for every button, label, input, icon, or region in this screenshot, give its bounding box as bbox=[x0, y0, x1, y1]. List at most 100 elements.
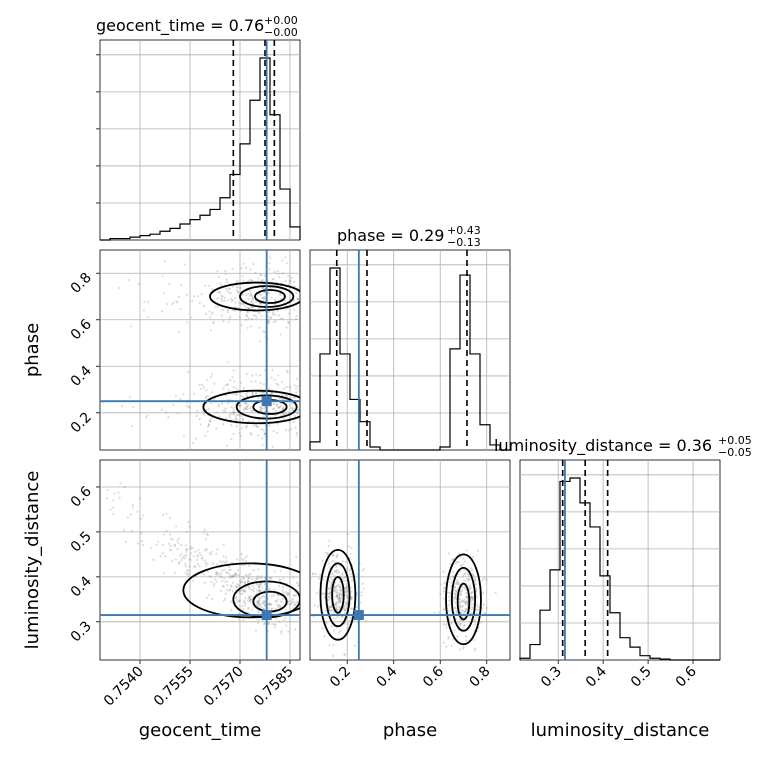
scatter-point bbox=[238, 404, 241, 407]
scatter-point bbox=[109, 508, 112, 511]
scatter-point bbox=[203, 528, 206, 531]
scatter-point bbox=[277, 605, 280, 609]
scatter-point bbox=[174, 394, 177, 397]
scatter-point bbox=[345, 588, 348, 591]
scatter-point bbox=[451, 575, 454, 578]
scatter-point bbox=[474, 578, 477, 581]
scatter-point bbox=[252, 262, 255, 266]
scatter-point bbox=[205, 378, 209, 381]
scatter-point bbox=[262, 383, 266, 386]
scatter-point bbox=[327, 586, 330, 589]
scatter-point bbox=[271, 313, 275, 316]
scatter-point bbox=[248, 595, 251, 598]
scatter-point bbox=[458, 598, 462, 601]
scatter-point bbox=[462, 600, 465, 603]
scatter-point bbox=[310, 400, 312, 402]
scatter-point bbox=[232, 369, 235, 372]
scatter-point bbox=[226, 383, 229, 386]
scatter-point bbox=[245, 315, 249, 318]
scatter-point bbox=[244, 306, 248, 310]
scatter-point bbox=[239, 403, 242, 406]
scatter-point bbox=[306, 579, 308, 581]
scatter-point bbox=[459, 564, 462, 567]
scatter-point bbox=[287, 592, 290, 595]
scatter-point bbox=[321, 389, 323, 391]
scatter-point bbox=[268, 576, 271, 579]
scatter-point bbox=[456, 580, 459, 584]
scatter-point bbox=[453, 596, 456, 599]
scatter-point bbox=[246, 394, 249, 398]
scatter-point bbox=[325, 612, 327, 614]
scatter-point bbox=[460, 611, 463, 614]
scatter-point bbox=[244, 596, 247, 599]
scatter-point bbox=[362, 567, 365, 571]
scatter-point bbox=[185, 550, 188, 553]
scatter-point bbox=[328, 595, 331, 598]
scatter-point bbox=[256, 603, 259, 606]
scatter-point bbox=[274, 623, 277, 626]
scatter-point bbox=[333, 587, 336, 591]
scatter-point bbox=[475, 608, 478, 611]
scatter-point bbox=[343, 609, 346, 612]
scatter-point bbox=[449, 585, 453, 588]
scatter-point bbox=[477, 605, 480, 608]
scatter-point bbox=[299, 411, 300, 414]
scatter-point bbox=[317, 577, 321, 580]
scatter-point bbox=[220, 294, 223, 297]
scatter-point bbox=[306, 620, 308, 622]
contour-line bbox=[319, 548, 357, 641]
scatter-point bbox=[256, 599, 259, 602]
scatter-point bbox=[48, 475, 50, 477]
scatter-point bbox=[473, 618, 477, 621]
scatter-point bbox=[282, 417, 286, 420]
scatter-point bbox=[235, 393, 239, 396]
scatter-point bbox=[317, 597, 319, 599]
scatter-point bbox=[301, 267, 303, 269]
scatter-point bbox=[260, 314, 263, 317]
scatter-point bbox=[342, 606, 345, 609]
scatter-point bbox=[232, 393, 235, 396]
scatter-point bbox=[292, 395, 295, 399]
scatter-point bbox=[338, 586, 341, 589]
scatter-point bbox=[255, 391, 258, 395]
panel-frame bbox=[99, 39, 301, 241]
scatter-point bbox=[170, 559, 174, 562]
scatter-point bbox=[333, 617, 336, 620]
scatter-point bbox=[224, 410, 227, 413]
scatter-point bbox=[259, 273, 262, 277]
scatter-point bbox=[268, 602, 271, 605]
scatter-point bbox=[312, 312, 314, 314]
scatter-point bbox=[242, 618, 245, 621]
scatter-point bbox=[346, 590, 349, 593]
scatter-point bbox=[323, 401, 325, 403]
scatter-point bbox=[224, 592, 228, 595]
scatter-point bbox=[241, 419, 244, 422]
scatter-point bbox=[295, 555, 298, 559]
scatter-point bbox=[258, 602, 261, 605]
scatter-point bbox=[187, 520, 190, 524]
scatter-point bbox=[443, 607, 446, 610]
scatter-point bbox=[271, 445, 274, 448]
scatter-point bbox=[249, 289, 252, 292]
scatter-point bbox=[257, 434, 260, 437]
scatter-point bbox=[463, 611, 466, 614]
scatter-point bbox=[272, 403, 276, 406]
scatter-point bbox=[247, 292, 250, 296]
scatter-point bbox=[270, 594, 273, 598]
scatter-point bbox=[124, 540, 128, 543]
scatter-point bbox=[244, 581, 247, 584]
scatter-point bbox=[236, 600, 239, 603]
scatter-point bbox=[243, 589, 246, 592]
scatter-point bbox=[328, 644, 331, 647]
scatter-point bbox=[217, 572, 220, 575]
panel-frame bbox=[519, 459, 721, 661]
scatter-point bbox=[255, 583, 259, 586]
scatter-point bbox=[282, 619, 285, 622]
scatter-point bbox=[227, 589, 231, 592]
scatter-point bbox=[100, 490, 102, 493]
scatter-point bbox=[167, 416, 170, 419]
scatter-point bbox=[307, 607, 309, 609]
scatter-point bbox=[127, 279, 130, 282]
scatter-point bbox=[475, 587, 478, 590]
scatter-point bbox=[468, 578, 471, 581]
